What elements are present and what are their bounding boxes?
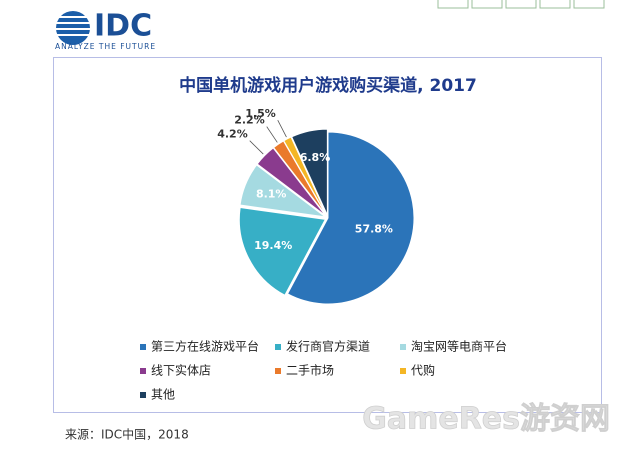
- tool-button[interactable]: [505, 0, 537, 9]
- pie-slice: [283, 136, 328, 216]
- legend-label: 第三方在线游戏平台: [151, 339, 259, 354]
- tool-button[interactable]: [471, 0, 503, 9]
- data-label: 1.5%: [245, 107, 276, 120]
- toolbar: [437, 0, 605, 9]
- legend-swatch: [400, 368, 406, 374]
- leader-line: [277, 119, 287, 138]
- chart-title: 中国单机游戏用户游戏购买渠道, 2017: [179, 75, 477, 96]
- legend-swatch: [140, 368, 146, 374]
- legend-label: 其他: [151, 388, 175, 402]
- data-label: 6.8%: [300, 151, 331, 164]
- data-label: 4.2%: [217, 128, 248, 141]
- data-label: 8.1%: [256, 187, 287, 200]
- data-label: 19.4%: [254, 239, 292, 252]
- tool-button[interactable]: [437, 0, 469, 9]
- legend-swatch: [140, 344, 146, 350]
- leader-line: [266, 126, 278, 143]
- source-note: 来源：IDC中国，2018: [65, 427, 189, 442]
- legend-label: 淘宝网等电商平台: [411, 339, 507, 354]
- pie-slice: [286, 131, 415, 305]
- tool-button[interactable]: [539, 0, 571, 9]
- legend-label: 发行商官方渠道: [286, 339, 370, 354]
- legend-swatch: [400, 344, 406, 350]
- legend-swatch: [140, 392, 146, 398]
- pie-slice: [291, 128, 328, 216]
- logo-tagline: ANALYZE THE FUTURE: [55, 42, 156, 51]
- legend-label: 线下实体店: [151, 363, 211, 378]
- logo-name: IDC: [94, 9, 152, 44]
- watermark: GameRes游资网: [362, 402, 610, 437]
- legend-label: 代购: [411, 363, 435, 378]
- legend-swatch: [275, 344, 281, 350]
- pie-slice: [239, 164, 328, 218]
- pie-slice: [238, 206, 327, 296]
- data-label: 2.2%: [234, 114, 265, 127]
- legend-label: 二手市场: [286, 363, 334, 378]
- pie: 57.8% 19.4% 8.1% 4.2%2.2%1.5% 6.8%: [217, 107, 415, 305]
- legend-swatch: [275, 368, 281, 374]
- pie-slice: [256, 147, 327, 217]
- leader-line: [249, 140, 264, 155]
- tool-button[interactable]: [573, 0, 605, 9]
- logo: IDC ANALYZE THE FUTURE: [55, 9, 156, 51]
- data-label: 57.8%: [355, 222, 393, 235]
